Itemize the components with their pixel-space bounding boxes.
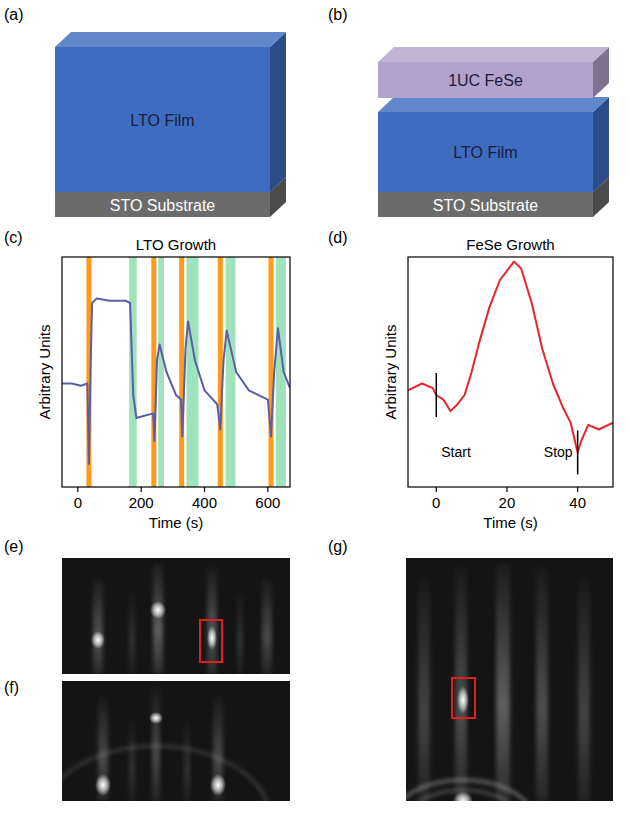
rheed-streak xyxy=(93,578,103,674)
y-axis-title: Arbitrary Units xyxy=(382,324,399,419)
layer: LTO Film xyxy=(55,32,286,192)
layer-side xyxy=(593,97,609,192)
plot-frame xyxy=(408,257,613,487)
panel-label: (g) xyxy=(328,538,348,555)
layer-label: STO Substrate xyxy=(433,197,539,214)
rheed-streak xyxy=(496,563,510,801)
rheed-streak xyxy=(418,578,430,801)
highlight-box xyxy=(200,620,222,662)
rheed-image xyxy=(62,558,290,674)
layer-top xyxy=(55,32,286,47)
x-tick-label: 600 xyxy=(255,494,280,511)
rheed-spot xyxy=(210,774,226,796)
rheed-streak xyxy=(237,593,243,674)
orange-line xyxy=(179,257,184,487)
rheed-streak xyxy=(455,568,467,801)
x-axis-title: Time (s) xyxy=(149,514,203,531)
rheed-content xyxy=(62,681,290,801)
annotation-line xyxy=(577,431,579,475)
y-axis-title: Arbitrary Units xyxy=(36,324,53,419)
highlight-box xyxy=(452,678,475,718)
data-line xyxy=(408,262,613,453)
annotation-line xyxy=(436,373,438,417)
layer-label: LTO Film xyxy=(453,144,517,161)
x-tick xyxy=(204,487,205,492)
rheed-streak xyxy=(184,721,190,801)
plot-area xyxy=(62,257,290,487)
chart: 0 200 400 600 LTO Growth Time (s) Arbitrary Un… xyxy=(36,236,290,531)
x-tick-label: 400 xyxy=(192,494,217,511)
layer-front xyxy=(55,47,270,192)
layer-label: 1UC FeSe xyxy=(448,72,523,89)
rheed-spot xyxy=(91,631,105,649)
chart: 0 20 40 FeSe Growth Time (s) Arbitrary Units S… xyxy=(382,236,613,531)
rheed-spot xyxy=(453,791,473,801)
panel-label: (b) xyxy=(328,6,348,23)
x-tick xyxy=(506,487,507,492)
rheed-spot xyxy=(207,626,217,650)
layer-label: LTO Film xyxy=(130,112,194,129)
panel-label: (d) xyxy=(328,229,348,246)
orange-line xyxy=(269,257,274,487)
chart-title: LTO Growth xyxy=(136,236,216,253)
panel-label: (c) xyxy=(4,229,23,246)
x-tick-label: 20 xyxy=(499,494,516,511)
rheed-spot xyxy=(95,774,111,796)
rheed-background xyxy=(406,558,613,801)
rheed-streak xyxy=(262,578,272,674)
layer: LTO Film xyxy=(378,97,609,192)
x-axis-title: Time (s) xyxy=(483,514,537,531)
rheed-streak xyxy=(536,568,548,801)
green-band xyxy=(226,257,236,487)
layer-top xyxy=(378,47,609,62)
x-tick-label: 0 xyxy=(432,494,440,511)
figure: (a) (b) (c) (d) (e) (f) (g) STO Substrate LTO Fi… xyxy=(0,0,629,816)
annotation-text: Stop xyxy=(544,444,573,460)
layer-diagram: STO Substrate LTO Film xyxy=(55,32,286,217)
annotation-text: Start xyxy=(441,444,471,460)
layer-front xyxy=(378,112,593,192)
rheed-spot xyxy=(150,601,166,619)
x-tick xyxy=(436,487,437,492)
rheed-ring xyxy=(408,790,518,801)
green-band xyxy=(158,257,164,487)
rheed-streak xyxy=(129,721,135,801)
rheed-image xyxy=(41,681,290,816)
rheed-image xyxy=(393,558,613,816)
data-line xyxy=(62,298,290,464)
layer-top xyxy=(378,97,609,112)
x-tick xyxy=(267,487,268,492)
layer-label: STO Substrate xyxy=(110,197,216,214)
layer-front xyxy=(55,192,270,217)
layer-diagram: STO Substrate LTO Film 1UC FeSe xyxy=(378,47,609,217)
rheed-background xyxy=(62,558,290,674)
x-tick-label: 0 xyxy=(74,494,82,511)
rheed-spot xyxy=(457,686,469,714)
rheed-ring xyxy=(62,746,271,801)
rheed-streak xyxy=(129,593,135,674)
x-tick-label: 40 xyxy=(569,494,586,511)
layer: 1UC FeSe xyxy=(378,47,609,98)
x-tick-label: 200 xyxy=(129,494,154,511)
rheed-streak xyxy=(578,578,590,801)
x-tick xyxy=(141,487,142,492)
panel-label: (e) xyxy=(4,538,24,555)
orange-line xyxy=(151,257,156,487)
x-tick xyxy=(77,487,78,492)
chart-title: FeSe Growth xyxy=(466,236,554,253)
green-band xyxy=(186,257,198,487)
plot-area xyxy=(408,262,613,453)
plot-frame xyxy=(62,257,290,487)
layer-front xyxy=(378,62,593,98)
layer-front xyxy=(378,192,593,217)
x-tick xyxy=(577,487,578,492)
rheed-spot xyxy=(149,712,163,724)
rheed-ring xyxy=(406,780,533,801)
panel-label: (a) xyxy=(4,6,24,23)
rheed-content xyxy=(62,558,290,674)
rheed-content xyxy=(406,558,613,801)
panel-label: (f) xyxy=(4,679,19,696)
rheed-streak xyxy=(152,686,160,801)
layer-side xyxy=(270,32,286,192)
